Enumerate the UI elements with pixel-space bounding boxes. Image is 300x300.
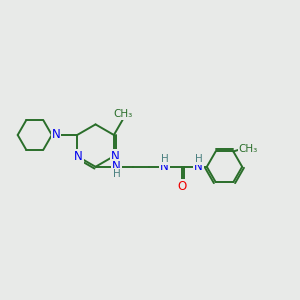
Text: N: N bbox=[112, 160, 121, 173]
Text: CH₃: CH₃ bbox=[113, 109, 132, 119]
Text: H: H bbox=[113, 169, 121, 179]
Text: N: N bbox=[160, 160, 169, 173]
Text: N: N bbox=[194, 160, 203, 173]
Text: N: N bbox=[74, 150, 83, 163]
Text: N: N bbox=[52, 128, 60, 142]
Text: CH₃: CH₃ bbox=[238, 143, 258, 154]
Text: O: O bbox=[177, 180, 186, 193]
Text: N: N bbox=[111, 150, 119, 163]
Text: H: H bbox=[195, 154, 203, 164]
Text: H: H bbox=[160, 154, 168, 164]
